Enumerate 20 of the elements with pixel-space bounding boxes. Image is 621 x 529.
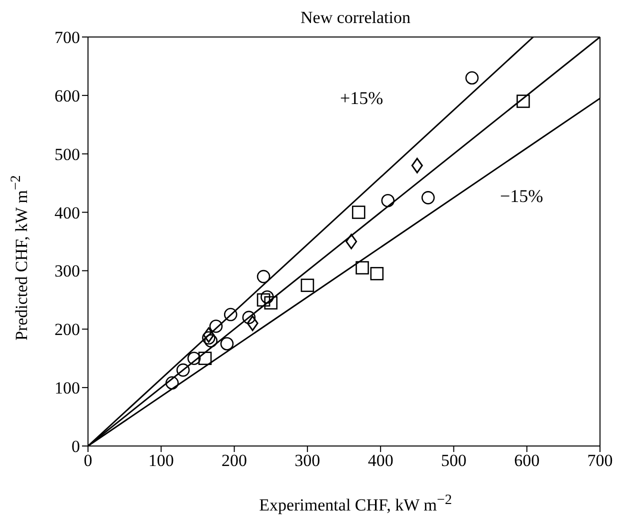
x-axis-title: Experimental CHF, kW m$^{−2}$ <box>258 492 453 516</box>
annotation: −15% <box>500 186 544 207</box>
x-tick-label: 500 <box>440 451 466 470</box>
y-tick-label: 400 <box>54 203 80 222</box>
y-tick-label: 0 <box>72 437 80 456</box>
x-tick-label: 700 <box>587 451 613 470</box>
y-tick-label: 500 <box>54 144 80 164</box>
x-tick-label: 300 <box>294 451 320 470</box>
x-tick-label: 400 <box>368 451 394 470</box>
y-tick-label: 200 <box>54 320 80 340</box>
chart-title: New correlation <box>300 8 412 29</box>
x-tick-label: 0 <box>84 451 92 470</box>
x-tick-label: 600 <box>514 451 540 470</box>
y-tick-label: 700 <box>54 28 80 48</box>
y-tick-label: 600 <box>54 86 80 106</box>
y-tick-label: 300 <box>54 262 80 281</box>
x-tick-label: 100 <box>148 451 174 470</box>
annotation: +15% <box>340 88 384 109</box>
x-tick-label: 200 <box>222 451 248 470</box>
y-tick-label: 100 <box>54 378 80 398</box>
